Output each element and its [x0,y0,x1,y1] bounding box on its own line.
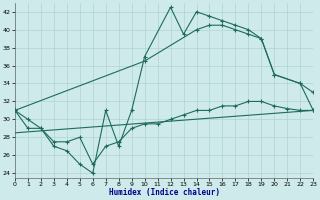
X-axis label: Humidex (Indice chaleur): Humidex (Indice chaleur) [108,188,220,197]
